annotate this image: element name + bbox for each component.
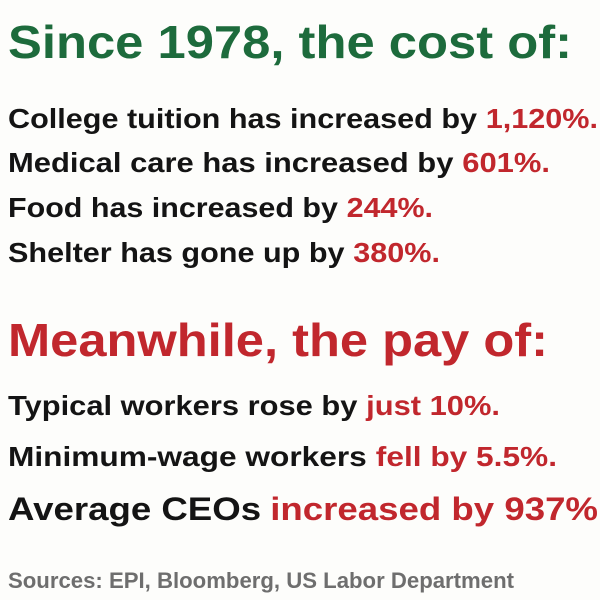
statement: Typical workers rose by just 10%. bbox=[8, 390, 500, 421]
items: College tuition has increased by 1,120%. M… bbox=[8, 103, 598, 527]
statement-text: College tuition has increased by bbox=[8, 103, 478, 134]
statement-text: Shelter has gone up by bbox=[8, 237, 345, 268]
statement: Minimum-wage workers fell by 5.5%. bbox=[8, 441, 557, 472]
statement: Shelter has gone up by 380%. bbox=[8, 237, 440, 268]
statement-highlight: 380%. bbox=[353, 237, 440, 268]
statement: College tuition has increased by 1,120%. bbox=[8, 103, 598, 134]
statement: Food has increased by 244%. bbox=[8, 192, 433, 223]
pay-heading: Meanwhile, the pay of: bbox=[8, 314, 548, 366]
statement-text: Food has increased by bbox=[8, 192, 338, 223]
heading: Since 1978, the cost of: bbox=[8, 16, 572, 68]
statement-text: Minimum-wage workers bbox=[8, 441, 367, 472]
statement: Medical care has increased by 601%. bbox=[8, 147, 550, 178]
statement-highlight: 601%. bbox=[462, 147, 550, 178]
statement-highlight: just 10%. bbox=[365, 390, 500, 421]
statement-highlight: fell by 5.5%. bbox=[376, 441, 557, 472]
statement-highlight: increased by 937% bbox=[270, 491, 598, 527]
statement-text: Typical workers rose by bbox=[8, 390, 358, 421]
statement-text: Average CEOs bbox=[8, 491, 261, 527]
statement-text: Medical care has increased by bbox=[8, 147, 454, 178]
sources: Sources: EPI, Bloomberg, US Labor Depart… bbox=[8, 568, 515, 593]
statement-highlight: 1,120%. bbox=[486, 103, 598, 134]
statement: Average CEOs increased by 937% bbox=[8, 491, 598, 527]
statement-highlight: 244%. bbox=[347, 192, 433, 223]
